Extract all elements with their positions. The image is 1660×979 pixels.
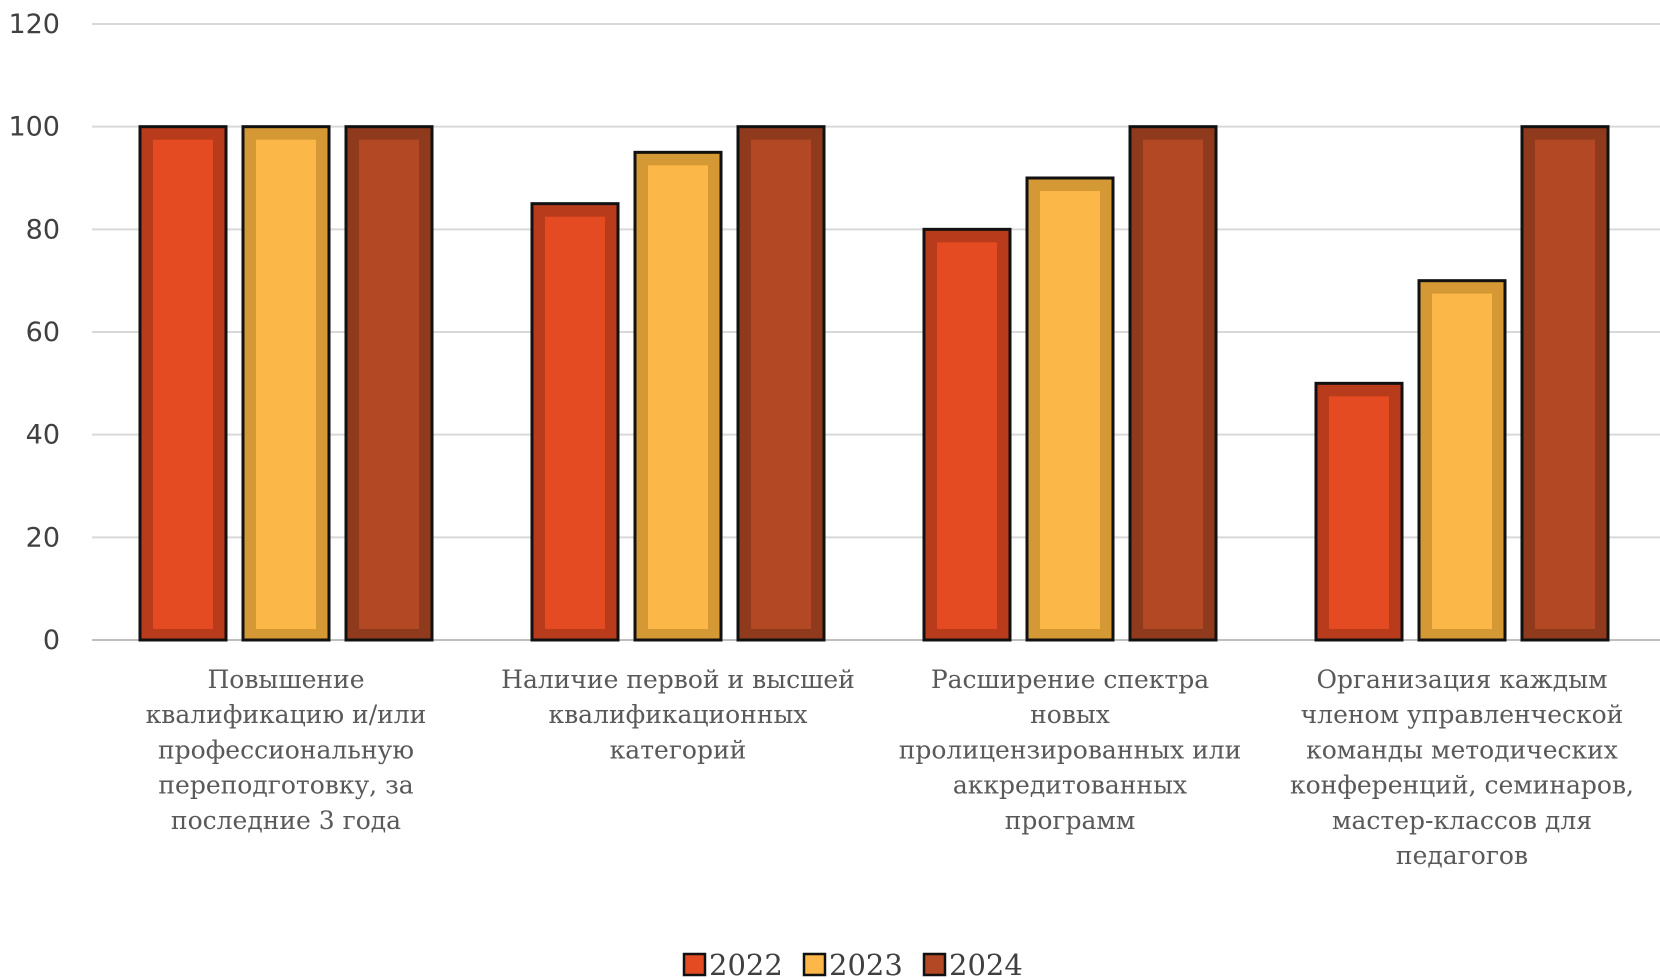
legend-item-2023: 2023 <box>802 948 903 979</box>
y-axis-ticks: 0 20 40 60 80 100 120 <box>8 9 60 656</box>
y-tick-label: 60 <box>26 317 60 348</box>
bar-fill <box>153 139 213 629</box>
category-label: Наличие первой и высшей квалификационных к… <box>501 665 855 764</box>
bar-fill <box>1432 293 1492 629</box>
legend-swatch <box>922 952 947 977</box>
bars <box>138 125 1610 642</box>
bar-fill <box>1040 191 1100 629</box>
y-tick-label: 100 <box>8 112 60 143</box>
bar-2024-1 <box>344 125 434 642</box>
bar-fill <box>1329 396 1389 629</box>
bar-fill <box>545 216 605 629</box>
bar-outline <box>633 150 723 642</box>
category-label: Повышение квалификацию и/или профессиональ… <box>146 665 427 835</box>
bar-outline <box>1520 125 1610 642</box>
bar-2022-3 <box>922 227 1012 642</box>
legend-item-2022: 2022 <box>682 948 783 979</box>
bar-outline <box>922 227 1012 642</box>
category-label: Организация каждым членом управленческой к… <box>1290 665 1634 870</box>
bar-outline <box>1314 381 1404 642</box>
bar-fill <box>359 139 419 629</box>
y-tick-label: 80 <box>26 214 60 245</box>
bar-outline <box>1417 279 1507 642</box>
y-tick-label: 120 <box>8 9 60 40</box>
y-tick-label: 40 <box>26 420 60 451</box>
bar-fill <box>751 139 811 629</box>
legend: 2022 2023 2024 <box>682 948 1023 979</box>
bar-outline <box>1128 125 1218 642</box>
bar-2023-4 <box>1417 279 1507 642</box>
bar-outline <box>241 125 331 642</box>
bar-outline <box>736 125 826 642</box>
legend-item-2024: 2024 <box>922 948 1023 979</box>
bar-fill <box>1143 139 1203 629</box>
bar-outline <box>1025 176 1115 642</box>
bar-2024-3 <box>1128 125 1218 642</box>
bar-2022-2 <box>530 202 620 642</box>
bar-2023-1 <box>241 125 331 642</box>
bar-2022-4 <box>1314 381 1404 642</box>
legend-label: 2022 <box>709 948 783 979</box>
bar-fill <box>648 165 708 630</box>
bar-2024-2 <box>736 125 826 642</box>
legend-swatch <box>802 952 827 977</box>
category-labels: Повышение квалификацию и/или профессиональ… <box>146 665 1634 870</box>
legend-swatch <box>682 952 707 977</box>
bar-2024-4 <box>1520 125 1610 642</box>
bar-fill <box>937 242 997 630</box>
legend-label: 2023 <box>829 948 903 979</box>
bar-2023-3 <box>1025 176 1115 642</box>
y-tick-label: 0 <box>43 625 60 656</box>
bar-2023-2 <box>633 150 723 642</box>
bar-outline <box>530 202 620 642</box>
legend-label: 2024 <box>949 948 1023 979</box>
bar-fill <box>256 139 316 629</box>
y-tick-label: 20 <box>26 522 60 553</box>
bar-outline <box>138 125 228 642</box>
bar-fill <box>1535 139 1595 629</box>
bar-2022-1 <box>138 125 228 642</box>
bar-outline <box>344 125 434 642</box>
category-label: Расширение спектра новых пролицензированны… <box>899 665 1242 835</box>
